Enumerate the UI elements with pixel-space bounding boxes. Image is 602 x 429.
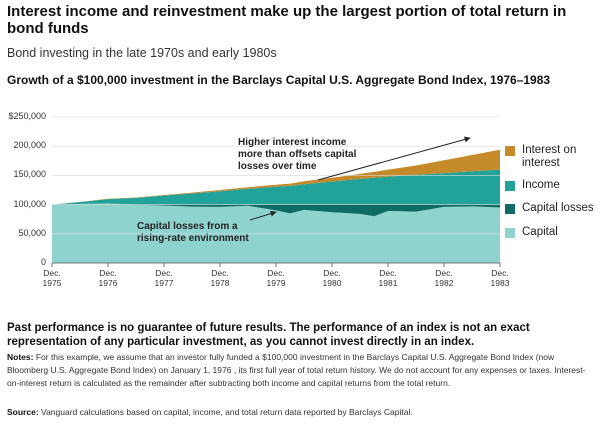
annotation-higher-interest: Higher interest income more than offsets… xyxy=(238,137,357,172)
legend-label: Capital xyxy=(522,226,558,238)
legend-swatch-capital-losses xyxy=(505,204,515,214)
series-area-capital-losses xyxy=(52,203,500,217)
legend-item-capital: Capital xyxy=(505,226,558,239)
x-tick-label: Dec. 1982 xyxy=(434,268,454,288)
legend-item-capital-losses: Capital losses xyxy=(505,202,594,215)
series-area-income xyxy=(52,169,500,205)
x-tick-label: Dec. 1983 xyxy=(490,268,510,288)
annotation-arrows xyxy=(249,136,471,221)
legend-item-interest-on-interest: Interest on interest xyxy=(505,144,602,170)
disclaimer: Past performance is no guarantee of futu… xyxy=(7,322,530,348)
legend-label: Income xyxy=(522,179,560,191)
notes-text: For this example, we assume that an inve… xyxy=(7,352,586,388)
x-tick-label: Dec. 1977 xyxy=(154,268,174,288)
subtitle: Bond investing in the late 1970s and ear… xyxy=(7,46,277,60)
legend-swatch-interest-on-interest xyxy=(505,146,515,156)
source: Source: Vanguard calculations based on c… xyxy=(7,406,597,419)
y-tick-label: $250,000 xyxy=(8,111,46,121)
annotation-arrow-capital-losses xyxy=(249,210,277,221)
y-tick-label: 150,000 xyxy=(13,169,46,180)
legend-label: Capital losses xyxy=(522,202,594,214)
y-tick-label: 50,000 xyxy=(18,227,46,238)
source-text: Vanguard calculations based on capital, … xyxy=(41,407,413,417)
notes-label: Notes: xyxy=(7,352,34,362)
y-tick-label: 200,000 xyxy=(13,140,46,151)
chart-axes xyxy=(51,116,501,267)
annotation-capital-losses: Capital losses from a rising-rate enviro… xyxy=(137,221,249,244)
x-tick-label: Dec. 1975 xyxy=(42,268,62,288)
x-tick-label: Dec. 1978 xyxy=(210,268,230,288)
notes: Notes: For this example, we assume that … xyxy=(7,351,597,390)
series-area-capital xyxy=(52,203,500,263)
x-tick-label: Dec. 1976 xyxy=(98,268,118,288)
legend-item-income: Income xyxy=(505,179,560,192)
legend-label: Interest on interest xyxy=(522,144,577,169)
x-tick-label: Dec. 1980 xyxy=(322,268,342,288)
x-tick-label: Dec. 1979 xyxy=(266,268,286,288)
page-title: Interest income and reinvestment make up… xyxy=(7,3,567,37)
y-tick-label: 100,000 xyxy=(13,198,46,209)
x-tick-label: Dec. 1981 xyxy=(378,268,398,288)
legend-swatch-income xyxy=(505,181,515,191)
chart-areas xyxy=(52,149,500,263)
chart-title: Growth of a $100,000 investment in the B… xyxy=(7,73,551,87)
annotation-arrow-higher-interest xyxy=(317,136,471,181)
y-tick-label: 0 xyxy=(40,257,46,267)
source-label: Source: xyxy=(7,407,39,417)
legend-swatch-capital xyxy=(505,228,515,238)
